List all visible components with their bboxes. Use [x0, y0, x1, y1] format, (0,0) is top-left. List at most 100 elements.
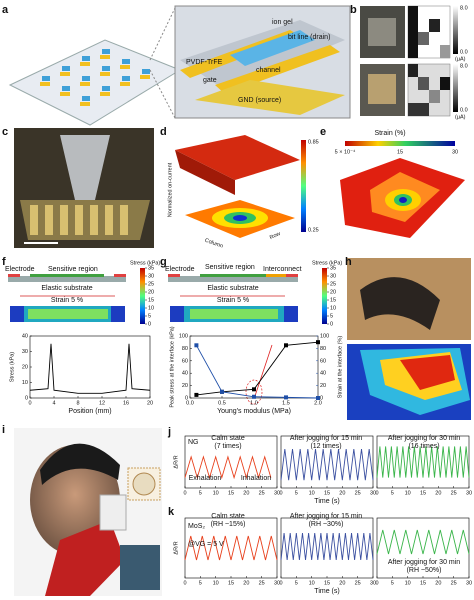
x-tick-label: 4 [52, 400, 55, 406]
y-tick-label: 100 [179, 333, 188, 339]
x-tick-label: 0 [279, 490, 282, 496]
x-tick-label: 0 [279, 580, 282, 586]
cbar-label: 0.25 [308, 227, 319, 233]
x-tick-label: 0 [183, 580, 186, 586]
heatmap [407, 5, 451, 117]
axis-label: Normalized on-current [167, 162, 173, 217]
x-tick-label: 10 [405, 490, 411, 496]
x-tick-label: 10 [405, 580, 411, 586]
label: Sensitive region [205, 264, 255, 271]
cbar-tick-label: 25 [148, 281, 154, 287]
annotation: (7 times) [214, 443, 241, 450]
label: Electrode [5, 266, 35, 273]
cbar-tick-label: 35 [148, 265, 154, 271]
y-axis-label: ΔR/R [173, 455, 179, 468]
x-tick-label: 10 [309, 580, 315, 586]
annotation: Exhalation [189, 475, 222, 482]
panel-label: d [160, 126, 167, 138]
data-line [196, 341, 319, 396]
data-point [316, 396, 320, 400]
cbar-tick-label: 25 [330, 281, 336, 287]
data-line [184, 535, 278, 561]
x-tick-label: 16 [123, 400, 129, 406]
y2-tick-label: 80 [320, 346, 326, 352]
data-point [220, 389, 224, 394]
x-tick-label: 25 [259, 490, 265, 496]
cbar-tick-label: 0 [148, 321, 151, 327]
x-tick-label: 15 [228, 580, 234, 586]
data-point [252, 394, 256, 399]
x-tick-label: 15 [228, 490, 234, 496]
x-axis-label: Time (s) [314, 588, 339, 595]
x-tick-label: 30 [274, 580, 280, 586]
y2-tick-label: 100 [320, 333, 329, 339]
label: Elastic substrate [207, 285, 258, 292]
x-tick-label: 0.5 [218, 400, 226, 406]
panel-label: e [320, 126, 326, 138]
panel-a: ion gel bit line (drain) channel PVDF-Tr… [8, 5, 351, 126]
cbar-tick-label: 0 [330, 321, 333, 327]
cbar-tick-label: 15 [148, 297, 154, 303]
surface [175, 135, 300, 180]
data-line [184, 455, 272, 480]
cbar-tick-label: 30 [148, 273, 154, 279]
annotation: Inhalation [241, 475, 271, 482]
cbar-label: 8.0 [460, 63, 468, 69]
data-point [252, 387, 256, 392]
cbar-tick-label: 10 [330, 305, 336, 311]
label: bit line (drain) [288, 34, 330, 41]
annotation: MoS₂ [188, 523, 205, 530]
x-tick-label: 5 [295, 580, 298, 586]
panel-label: a [2, 4, 9, 16]
cbar-title: Stress (kPa) [312, 260, 342, 266]
panel-c [14, 128, 154, 248]
y-axis-label: Stress (kPa) [9, 352, 15, 382]
annotation: Calm state [211, 435, 245, 442]
label: PVDF-TrFE [186, 59, 223, 66]
cbar-label: 0.85 [308, 139, 319, 145]
cbar-tick-label: 5 [330, 313, 333, 319]
x-tick-label: 30 [466, 490, 472, 496]
cbar-tick-label: 35 [330, 265, 336, 271]
x-tick-label: 0 [183, 490, 186, 496]
y-axis-label: ΔR/R [173, 541, 179, 554]
annotation: After jogging for 30 min [388, 559, 460, 566]
x-tick-label: 10 [213, 490, 219, 496]
data-line [280, 532, 374, 561]
annotation: (16 times) [408, 443, 439, 450]
x-tick-label: 2.0 [314, 400, 322, 406]
y-tick-label: 80 [182, 346, 188, 352]
x-tick-label: 0.0 [186, 400, 194, 406]
x-axis-label: Young's modulus (MPa) [217, 408, 291, 415]
annotation: @VG = 5 V [188, 541, 224, 548]
data-point [194, 343, 199, 348]
cbar-tick-label: 30 [330, 273, 336, 279]
x-tick-label: 20 [243, 580, 249, 586]
cbar-tick-label: 20 [330, 289, 336, 295]
annotation: Calm state [211, 513, 245, 520]
label: Electrode [165, 266, 195, 273]
x-tick-label: 0 [375, 580, 378, 586]
panel-label: c [2, 126, 8, 138]
y-tick-label: 20 [22, 364, 28, 370]
panel-label: f [2, 256, 6, 268]
x-tick-label: 5 [391, 580, 394, 586]
cbar-tick-label: 20 [148, 289, 154, 295]
label: Strain 5 % [51, 297, 83, 304]
y-tick-label: 30 [22, 349, 28, 355]
x-tick-label: 1.5 [282, 400, 290, 406]
x-tick-label: 5 [199, 490, 202, 496]
cbar-title: Strain (%) [374, 130, 405, 137]
cbar-unit: (µA) [455, 114, 466, 120]
panel-i [14, 428, 162, 596]
cbar-unit: (µA) [455, 56, 466, 62]
data-point [284, 395, 288, 400]
annotation: NG [188, 439, 199, 446]
y2-tick-label: 60 [320, 358, 326, 364]
cbar-label: 0.0 [460, 107, 468, 113]
annotation: After jogging for 15 min [290, 435, 362, 442]
data-line [376, 529, 470, 555]
x-tick-label: 8 [76, 400, 79, 406]
x-tick-label: 5 [199, 580, 202, 586]
y-tick-label: 10 [22, 380, 28, 386]
